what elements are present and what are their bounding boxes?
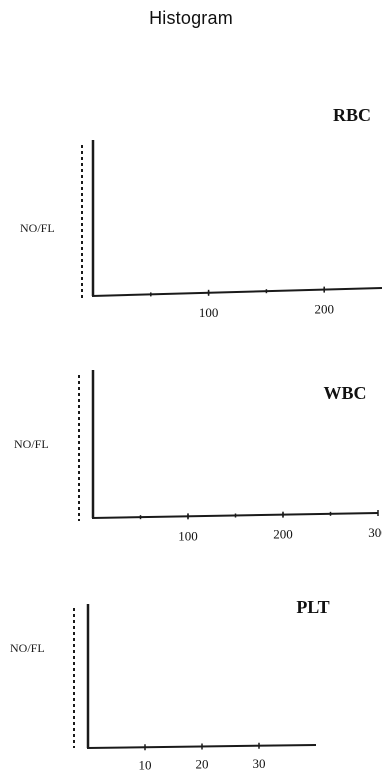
rbc-y-axis-label: NO/FL bbox=[20, 221, 55, 235]
plt-ticks: 10 20 30 bbox=[139, 742, 266, 772]
plt-tick-label: 20 bbox=[196, 757, 209, 772]
rbc-ticks: 100 200 bbox=[150, 286, 334, 320]
wbc-tick-label: 100 bbox=[178, 528, 198, 543]
plt-title: PLT bbox=[296, 597, 329, 617]
plt-histogram: PLT NO/FL 10 20 30 bbox=[10, 597, 330, 772]
wbc-ticks: 100 200 300 bbox=[139, 510, 382, 543]
wbc-tick-label: 200 bbox=[273, 527, 293, 542]
rbc-histogram: RBC NO/FL 100 200 bbox=[20, 105, 382, 320]
plt-y-axis-label: NO/FL bbox=[10, 641, 45, 655]
plt-tick-label: 30 bbox=[253, 756, 266, 771]
wbc-y-axis-label: NO/FL bbox=[14, 437, 49, 451]
plt-tick-label: 10 bbox=[139, 757, 152, 772]
wbc-title: WBC bbox=[323, 383, 366, 403]
rbc-title: RBC bbox=[333, 105, 371, 125]
wbc-tick-label: 300 bbox=[368, 525, 382, 540]
wbc-histogram: WBC NO/FL 100 200 300 bbox=[14, 370, 382, 543]
rbc-tick-label: 200 bbox=[314, 302, 334, 317]
page-title: Histogram bbox=[149, 8, 233, 28]
rbc-x-axis bbox=[91, 287, 382, 297]
rbc-tick-label: 100 bbox=[199, 305, 219, 320]
